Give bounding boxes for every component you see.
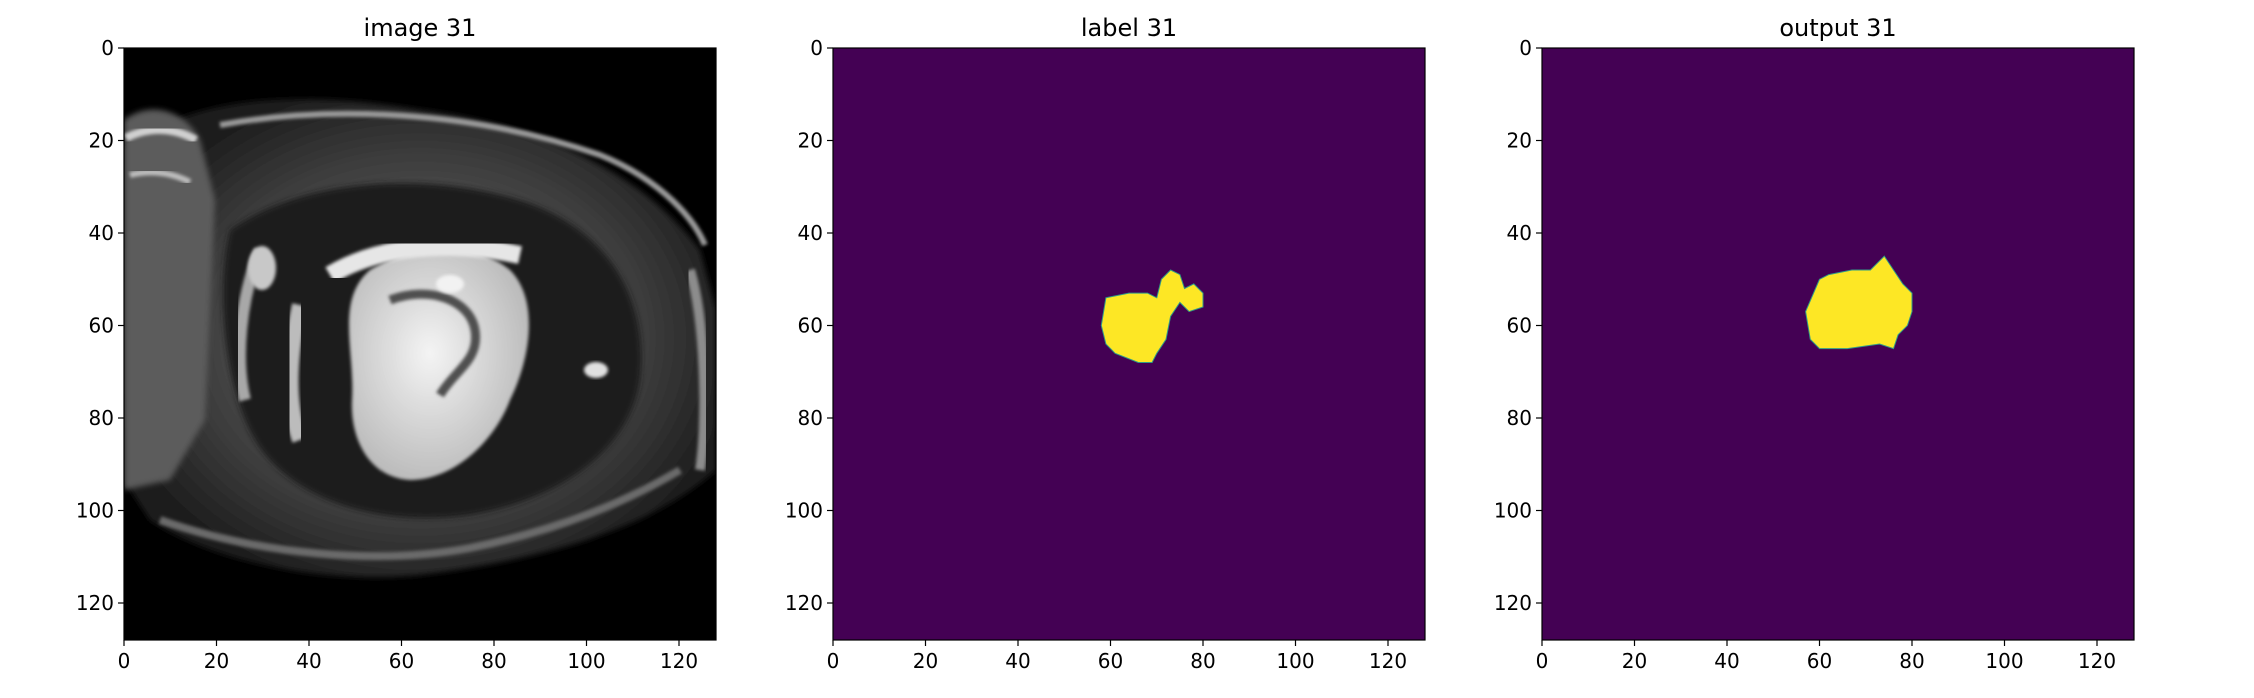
x-tick-label: 120 [1369, 649, 1407, 673]
x-tick-label: 60 [1098, 649, 1123, 673]
panel-title: label 31 [1081, 14, 1177, 42]
x-tick-label: 60 [1807, 649, 1832, 673]
x-tick-label: 20 [1622, 649, 1647, 673]
mri-image [124, 48, 716, 640]
y-tick-label: 20 [89, 129, 114, 153]
x-tick-label: 120 [660, 649, 698, 673]
y-tick-label: 120 [1494, 591, 1532, 615]
x-tick-label: 0 [1536, 649, 1549, 673]
x-tick-label: 120 [2078, 649, 2116, 673]
organ-region [348, 249, 529, 480]
panel-image: image 31 [123, 14, 717, 641]
axes-frame [123, 47, 717, 641]
panel-1-axes: label 31 0 20 40 60 80 100 120 0 20 40 60 80 100 120 [785, 14, 1426, 673]
y-tick-label: 40 [1507, 221, 1532, 245]
x-tick-label: 40 [1005, 649, 1030, 673]
y-tick-label: 40 [89, 221, 114, 245]
x-tick-label: 20 [204, 649, 229, 673]
y-tick-label: 20 [798, 129, 823, 153]
y-tick-label: 60 [1507, 314, 1532, 338]
x-tick-label: 80 [481, 649, 506, 673]
left-arm-region [124, 109, 215, 490]
y-tick-label: 0 [1519, 36, 1532, 60]
y-tick-label: 40 [798, 221, 823, 245]
x-tick-label: 100 [1276, 649, 1314, 673]
x-tick-label: 100 [1985, 649, 2023, 673]
axes-frame [1541, 47, 2135, 641]
x-tick-label: 40 [296, 649, 321, 673]
y-tick-label: 0 [101, 36, 114, 60]
panel-2-axes: output 31 0 20 40 60 80 100 120 0 20 40 60 80 100 120 [1494, 14, 2135, 673]
y-tick-label: 60 [798, 314, 823, 338]
y-tick-label: 0 [810, 36, 823, 60]
y-tick-label: 100 [785, 499, 823, 523]
mask-region [1100, 269, 1204, 363]
y-tick-label: 80 [798, 406, 823, 430]
x-tick-label: 60 [389, 649, 414, 673]
panel-title: image 31 [364, 14, 477, 42]
y-tick-label: 100 [76, 499, 114, 523]
y-tick-label: 60 [89, 314, 114, 338]
y-tick-label: 100 [1494, 499, 1532, 523]
panel-title: output 31 [1779, 14, 1896, 42]
y-tick-label: 120 [76, 591, 114, 615]
axes-frame [832, 47, 1426, 641]
y-tick-label: 120 [785, 591, 823, 615]
mask-region [1805, 255, 1913, 350]
x-tick-label: 80 [1190, 649, 1215, 673]
x-tick-label: 100 [567, 649, 605, 673]
x-tick-label: 0 [118, 649, 131, 673]
x-tick-label: 80 [1899, 649, 1924, 673]
x-tick-label: 0 [827, 649, 840, 673]
panel-0-axes: 0 20 40 60 80 100 120 0 20 40 60 80 100 120 [76, 36, 698, 673]
y-tick-label: 80 [1507, 406, 1532, 430]
x-tick-label: 20 [913, 649, 938, 673]
x-tick-label: 40 [1714, 649, 1739, 673]
y-tick-label: 80 [89, 406, 114, 430]
y-tick-label: 20 [1507, 129, 1532, 153]
